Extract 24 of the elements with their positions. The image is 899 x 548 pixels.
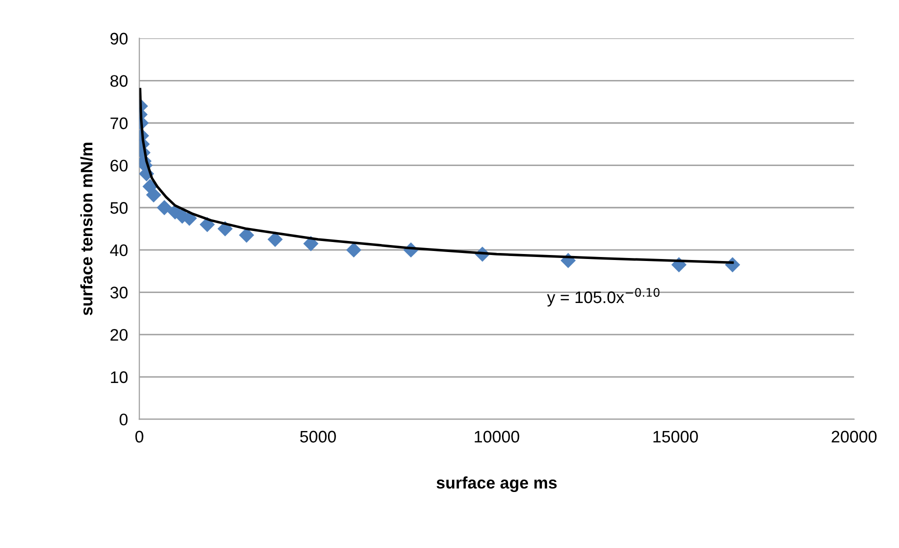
y-tick-label: 80 [110, 75, 128, 87]
y-axis-title: surface tension mN/m [80, 142, 93, 316]
point [346, 242, 362, 258]
y-tick-label: 70 [110, 117, 128, 130]
y-tick-label: 50 [110, 202, 128, 214]
x-tick-label: 0 [135, 430, 144, 443]
annotation: y = 105.0x$^{−0.10}$ [547, 288, 660, 307]
y-tick-label: 0 [120, 414, 128, 426]
y-tick-label: 60 [110, 160, 128, 172]
x-axis-title: surface age ms [436, 476, 557, 492]
x-tick-label: 20000 [832, 430, 877, 443]
y-tick-label: 30 [110, 286, 128, 298]
y-tick-label: 20 [110, 328, 128, 341]
point [156, 200, 172, 216]
y-tick-label: 40 [110, 244, 128, 256]
point [146, 187, 162, 203]
point [238, 228, 254, 243]
y-tick-label: 10 [110, 371, 128, 384]
x-tick-label: 10000 [474, 430, 520, 443]
point [268, 232, 283, 247]
point [303, 236, 318, 252]
x-tick-label: 5000 [300, 430, 336, 443]
x-tick-label: 15000 [653, 430, 698, 443]
y-tick-label: 90 [110, 32, 128, 45]
